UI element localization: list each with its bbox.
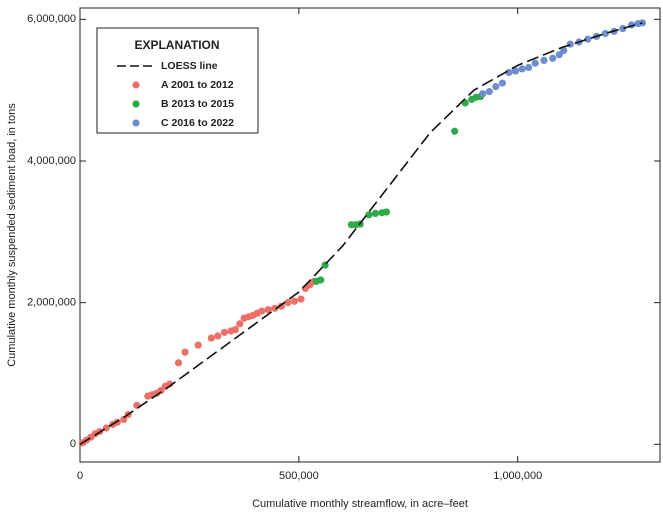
data-point: [485, 87, 493, 96]
plot-frame: [79, 7, 661, 463]
data-point: [297, 295, 305, 303]
data-point: [498, 79, 507, 87]
data-point: [382, 208, 391, 216]
data-point: [365, 211, 373, 219]
legend-marker: [132, 119, 140, 127]
data-point: [619, 24, 627, 33]
data-point: [290, 297, 299, 305]
legend: EXPLANATION LOESS line A 2001 to 2012 B 201…: [96, 27, 259, 134]
data-point: [207, 334, 215, 342]
data-point: [264, 306, 272, 314]
data-point: [194, 341, 202, 349]
legend-box: [96, 27, 259, 134]
data-point: [601, 29, 609, 38]
legend-label: A 2001 to 2012: [161, 79, 234, 91]
data-point: [317, 276, 325, 284]
legend-title: EXPLANATION: [134, 38, 219, 52]
data-point: [120, 415, 128, 424]
data-point: [492, 83, 500, 91]
data-point: [371, 209, 380, 217]
data-point: [549, 54, 557, 62]
data-point: [566, 40, 574, 48]
data-point: [236, 320, 244, 328]
data-point: [479, 90, 487, 98]
data-point: [638, 19, 647, 27]
data-point: [166, 380, 174, 388]
y-tick-label: 4,000,000: [27, 155, 76, 167]
legend-marker: [132, 81, 140, 89]
data-point: [284, 299, 292, 307]
data-point: [511, 67, 520, 75]
y-axis-label: Cumulative monthly suspended sediment lo…: [6, 103, 18, 367]
x-axis-label: Cumulative monthly streamflow, in acre–f…: [252, 498, 468, 510]
y-tick-label: 6,000,000: [27, 13, 76, 25]
data-point: [560, 46, 568, 55]
data-point: [584, 35, 592, 43]
y-tick-label: 2,000,000: [27, 297, 76, 309]
data-point: [214, 332, 222, 340]
data-point: [505, 68, 513, 77]
data-point: [451, 127, 459, 135]
data-point: [525, 63, 533, 72]
legend-label: B 2013 to 2015: [161, 98, 234, 110]
data-point: [231, 325, 239, 334]
x-tick-label: 500,000: [279, 470, 319, 482]
legend-label: C 2016 to 2022: [161, 117, 234, 129]
data-point: [258, 307, 266, 315]
data-point: [518, 65, 526, 73]
legend-marker: [132, 100, 140, 108]
data-point: [220, 328, 229, 336]
x-tick-label: 1,000,000: [493, 470, 542, 482]
data-point: [531, 59, 539, 67]
data-point: [133, 401, 141, 409]
loess-line: [79, 22, 643, 445]
x-tick-label: 0: [77, 470, 83, 482]
data-point: [271, 304, 279, 312]
legend-label: LOESS line: [161, 60, 218, 72]
data-point: [540, 56, 548, 65]
y-tick-label: 0: [70, 438, 76, 450]
data-point: [174, 359, 183, 367]
data-point: [181, 348, 189, 356]
